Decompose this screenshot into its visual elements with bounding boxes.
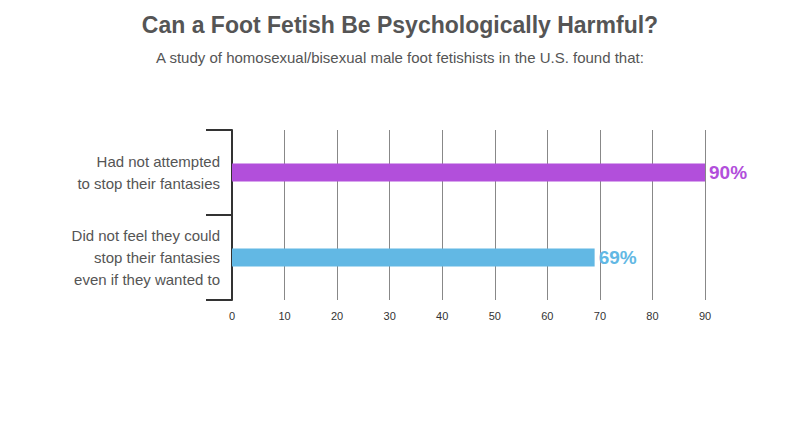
svg-text:80: 80 bbox=[646, 310, 658, 322]
svg-text:70: 70 bbox=[594, 310, 606, 322]
svg-text:even if they wanted to: even if they wanted to bbox=[74, 271, 220, 288]
svg-text:stop their fantasies: stop their fantasies bbox=[94, 249, 220, 266]
svg-text:20: 20 bbox=[331, 310, 343, 322]
svg-text:50: 50 bbox=[489, 310, 501, 322]
svg-text:60: 60 bbox=[541, 310, 553, 322]
svg-text:69%: 69% bbox=[599, 247, 637, 268]
svg-text:A study of homosexual/bisexual: A study of homosexual/bisexual male foot… bbox=[156, 49, 644, 66]
svg-text:0: 0 bbox=[229, 310, 235, 322]
svg-text:Can a Foot Fetish Be Psycholog: Can a Foot Fetish Be Psychologically Har… bbox=[142, 12, 658, 38]
svg-text:40: 40 bbox=[436, 310, 448, 322]
svg-text:10: 10 bbox=[278, 310, 290, 322]
svg-text:30: 30 bbox=[384, 310, 396, 322]
svg-text:Did not feel they could: Did not feel they could bbox=[72, 227, 220, 244]
svg-text:90%: 90% bbox=[709, 162, 747, 183]
svg-text:90: 90 bbox=[699, 310, 711, 322]
svg-text:Had not attempted: Had not attempted bbox=[97, 153, 220, 170]
svg-text:to stop their fantasies: to stop their fantasies bbox=[77, 175, 220, 192]
